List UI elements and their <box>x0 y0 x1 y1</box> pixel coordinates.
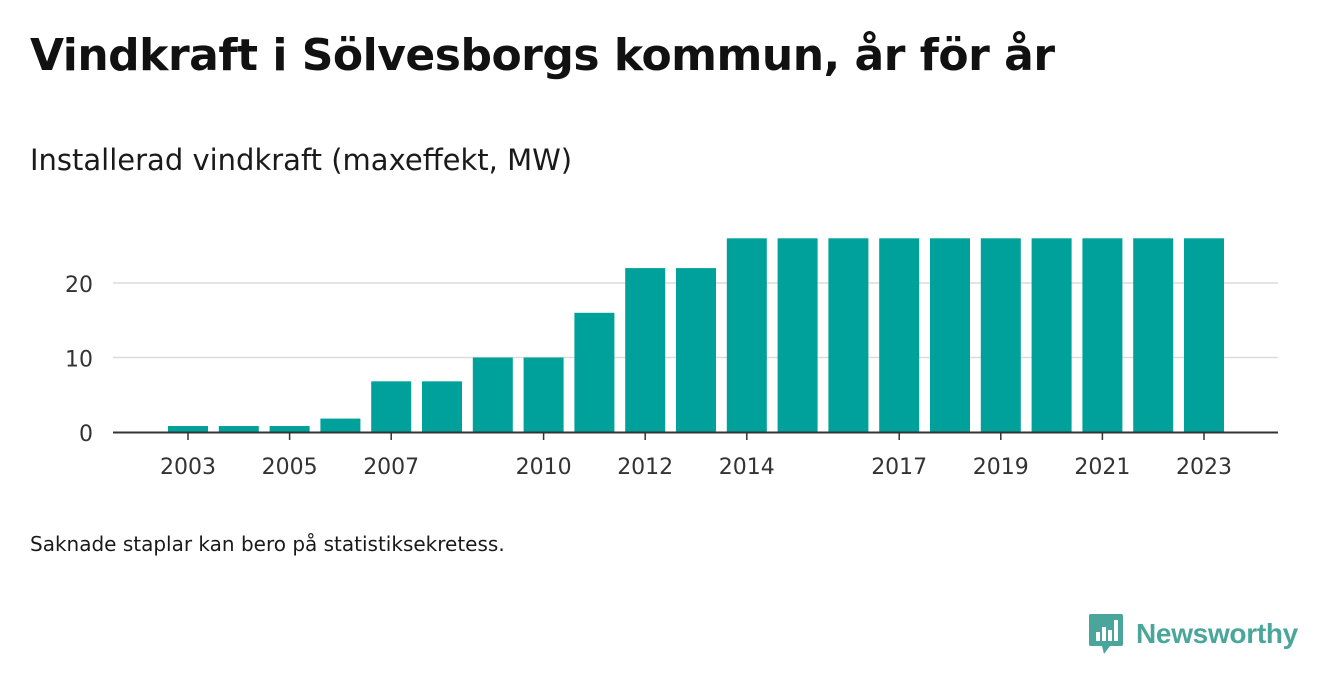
x-tick-label: 2007 <box>363 455 419 480</box>
bar <box>371 381 412 432</box>
bar <box>828 238 869 432</box>
bar <box>1133 238 1174 432</box>
bar <box>930 238 970 432</box>
bar <box>777 238 818 432</box>
bar-chart: 0 10 20 2003 2005 2007 2010 2012 2014 2017 2019 202… <box>65 238 1278 480</box>
y-tick-label: 0 <box>79 422 93 447</box>
bar <box>625 268 666 432</box>
y-tick-label: 20 <box>65 273 93 298</box>
brand-logo: Newsworthy <box>1088 612 1298 656</box>
x-tick-label: 2017 <box>871 455 927 480</box>
bar <box>574 312 615 432</box>
x-tick-label: 2021 <box>1074 455 1130 480</box>
x-tick-label: 2019 <box>973 455 1029 480</box>
x-tick-label: 2012 <box>617 455 673 480</box>
bar <box>523 357 564 432</box>
bar <box>168 426 208 432</box>
bar <box>726 238 767 432</box>
bar <box>472 357 513 432</box>
bar <box>676 268 716 432</box>
bar <box>1082 238 1123 432</box>
chart-subtitle: Installerad vindkraft (maxeffekt, MW) <box>30 143 573 177</box>
bar <box>269 426 310 432</box>
bar <box>320 418 361 432</box>
x-tick-label: 2010 <box>516 455 572 480</box>
chart-title: Vindkraft i Sölvesborgs kommun, år för å… <box>30 30 1055 81</box>
brand-name: Newsworthy <box>1136 618 1298 649</box>
x-tick-label: 2003 <box>160 455 216 480</box>
bar <box>218 426 259 432</box>
x-tick-label: 2023 <box>1176 455 1232 480</box>
newsworthy-logo-icon <box>1089 614 1123 654</box>
y-tick-label: 10 <box>65 348 93 373</box>
x-tick-label: 2005 <box>262 455 318 480</box>
bar <box>980 238 1021 432</box>
bar <box>1031 238 1072 432</box>
footnote: Saknade staplar kan bero på statistiksek… <box>30 532 505 556</box>
x-tick-label: 2014 <box>719 455 775 480</box>
bar <box>879 238 920 432</box>
bar <box>422 381 462 432</box>
bar <box>1184 238 1224 432</box>
